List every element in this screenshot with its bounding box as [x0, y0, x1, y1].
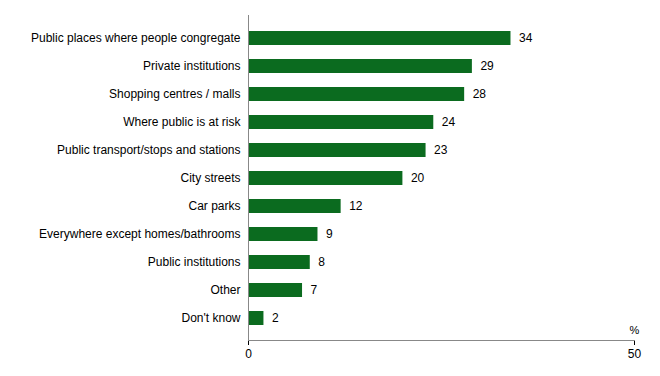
svg-text:Car parks: Car parks [188, 199, 240, 213]
svg-text:Don't know: Don't know [182, 311, 241, 325]
svg-text:Public places where people con: Public places where people congregate [31, 31, 241, 45]
svg-text:%: % [630, 324, 640, 336]
svg-text:Everywhere except homes/bathro: Everywhere except homes/bathrooms [39, 227, 240, 241]
svg-text:8: 8 [318, 255, 325, 269]
svg-text:Public institutions: Public institutions [148, 255, 241, 269]
svg-text:Where public is at risk: Where public is at risk [123, 115, 241, 129]
svg-text:50: 50 [628, 347, 642, 361]
svg-text:34: 34 [519, 31, 533, 45]
svg-text:0: 0 [245, 347, 252, 361]
svg-text:23: 23 [434, 143, 448, 157]
svg-text:Other: Other [210, 283, 240, 297]
svg-text:Shopping centres / malls: Shopping centres / malls [109, 87, 240, 101]
svg-text:12: 12 [349, 199, 363, 213]
svg-text:28: 28 [473, 87, 487, 101]
svg-text:Public transport/stops and sta: Public transport/stops and stations [57, 143, 240, 157]
svg-text:2: 2 [272, 311, 279, 325]
svg-text:7: 7 [311, 283, 318, 297]
svg-text:29: 29 [480, 59, 494, 73]
svg-text:20: 20 [411, 171, 425, 185]
svg-text:9: 9 [326, 227, 333, 241]
svg-text:24: 24 [442, 115, 456, 129]
svg-text:Private institutions: Private institutions [143, 59, 240, 73]
svg-text:City streets: City streets [180, 171, 240, 185]
